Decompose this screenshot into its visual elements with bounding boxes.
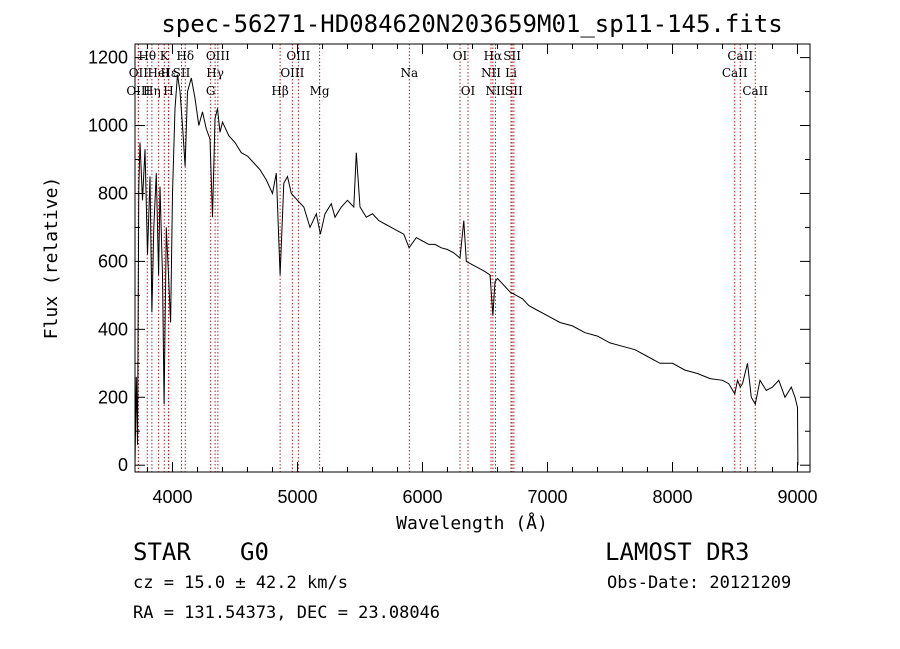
object-type: STAR [133, 538, 191, 566]
marker-label: K [160, 49, 170, 63]
y-tick-label: 1200 [88, 48, 128, 68]
coordinates-text: RA = 131.54373, DEC = 23.08046 [133, 603, 441, 623]
x-axis-label: Wavelength (Å) [396, 512, 548, 534]
y-tick-label: 600 [98, 251, 128, 271]
survey-name: LAMOST DR3 [605, 538, 750, 566]
x-tick-label: 8000 [652, 487, 692, 507]
marker-label: Hε [160, 66, 177, 80]
velocity-text: cz = 15.0 ± 42.2 km/s [133, 573, 348, 593]
y-tick-label: 1000 [88, 116, 128, 136]
marker-label: Hγ [206, 66, 224, 80]
y-axis-label: Flux (relative) [41, 177, 62, 340]
chart-title: spec-56271-HD084620N203659M01_sp11-145.f… [161, 10, 782, 38]
marker-label: OIII [126, 84, 150, 98]
marker-label: OIII [280, 66, 304, 80]
x-tick-label: 5000 [277, 487, 317, 507]
marker-label: SII [173, 66, 191, 80]
marker-label: G [206, 84, 216, 98]
y-tick-label: 0 [118, 455, 128, 475]
marker-label: Hβ [271, 84, 288, 98]
marker-label: NII [486, 84, 506, 98]
plot-frame [134, 43, 811, 473]
spectrum-line [134, 74, 799, 466]
x-tick-label: 4000 [152, 487, 192, 507]
x-tick-label: 6000 [402, 487, 442, 507]
marker-label: OIII [206, 49, 230, 63]
y-tick-label: 400 [98, 319, 128, 339]
marker-label: OIII [286, 49, 310, 63]
marker-label: OII [129, 66, 149, 80]
marker-label: Hη [143, 84, 161, 98]
marker-label: Na [401, 66, 419, 80]
x-tick-label: 7000 [527, 487, 567, 507]
marker-label: Mg [310, 84, 330, 98]
y-tick-label: 200 [98, 387, 128, 407]
marker-label: Li [505, 66, 517, 80]
marker-label: H [163, 84, 173, 98]
marker-label: SII [505, 84, 523, 98]
marker-label: CaII [727, 49, 753, 63]
marker-label: Hδ [176, 49, 194, 63]
marker-label: CaII [722, 66, 748, 80]
marker-label: OI [461, 84, 476, 98]
marker-label: HeI [147, 66, 170, 80]
marker-label: SII [503, 49, 521, 63]
x-tick-label: 9000 [777, 487, 817, 507]
y-tick-label: 800 [98, 183, 128, 203]
marker-label: OI [453, 49, 468, 63]
marker-label: Hα [484, 49, 503, 63]
spectral-subclass: G0 [240, 538, 269, 566]
marker-label: Hθ [138, 49, 156, 63]
marker-label: CaII [742, 84, 768, 98]
marker-label: NII [481, 66, 501, 80]
obs-date-text: Obs-Date: 20121209 [607, 573, 792, 593]
